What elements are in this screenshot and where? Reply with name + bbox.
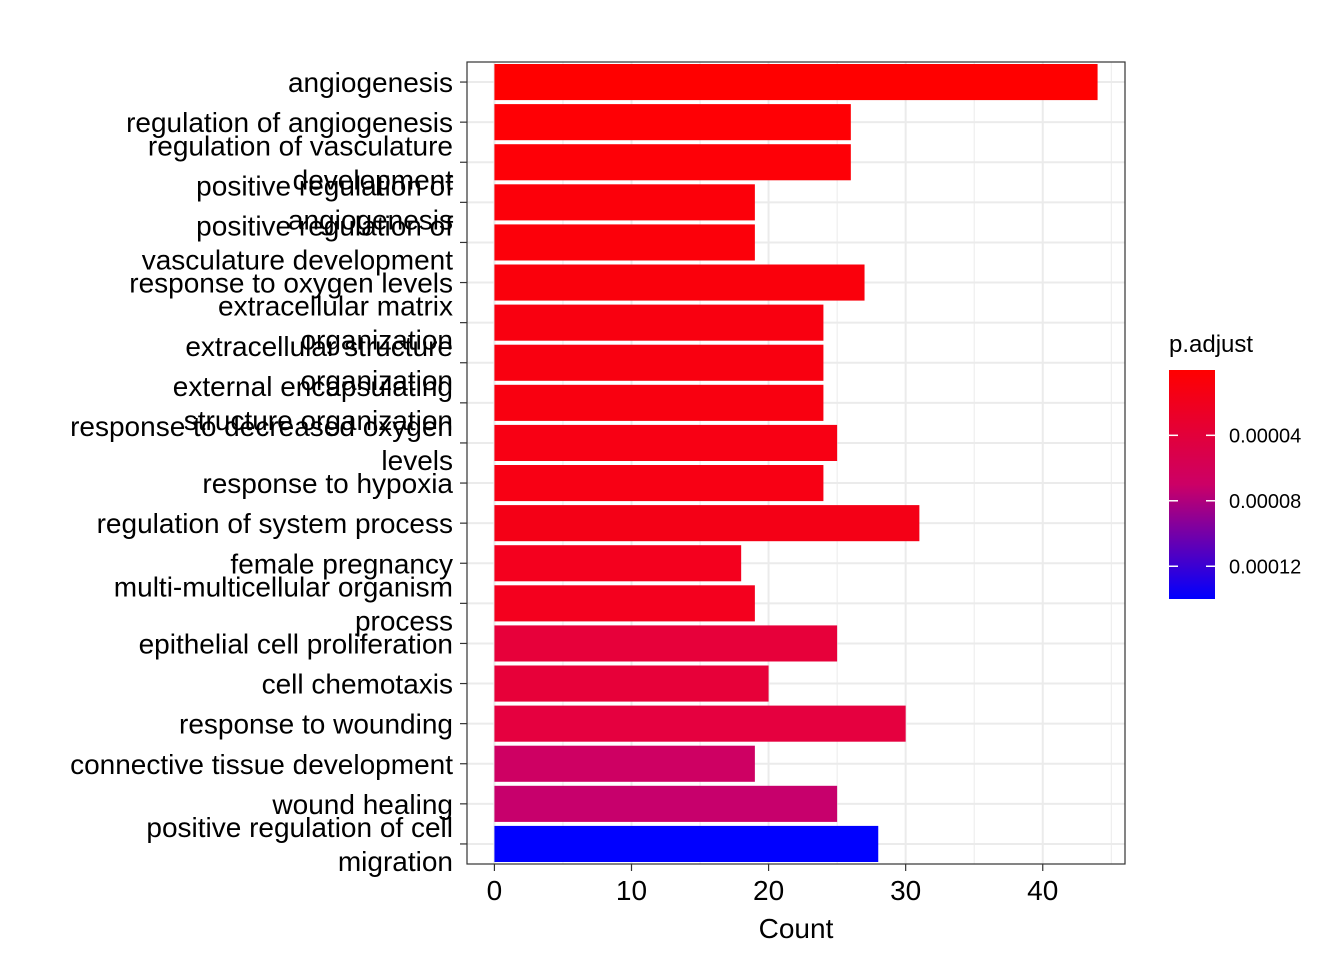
- bar: [494, 465, 824, 502]
- y-tick-label: epithelial cell proliferation: [139, 628, 453, 659]
- x-tick-label: 20: [753, 875, 784, 906]
- y-tick-label: female pregnancy: [230, 548, 453, 579]
- y-tick-label: positive regulation of cell migration: [146, 812, 453, 877]
- x-axis-title: Count: [759, 913, 834, 944]
- bar: [494, 625, 838, 662]
- legend-tick-label: 0.00004: [1229, 425, 1301, 447]
- x-tick-label: 40: [1027, 875, 1058, 906]
- legend-tick-label: 0.00012: [1229, 556, 1301, 578]
- y-tick-label: regulation of vasculature development: [148, 130, 453, 195]
- y-tick-label: response to hypoxia: [202, 468, 453, 499]
- bar: [494, 104, 851, 141]
- y-tick-label: extracellular structure organization: [185, 331, 453, 396]
- y-tick-label: external encapsulating structure organiza…: [173, 371, 453, 436]
- bar: [494, 785, 838, 822]
- bar: [494, 505, 920, 542]
- y-tick-label: regulation of system process: [97, 508, 453, 539]
- y-tick-label: response to decreased oxygen levels: [70, 411, 453, 476]
- bar: [494, 184, 755, 221]
- legend-tick-label: 0.00008: [1229, 491, 1301, 513]
- bar: [494, 344, 824, 381]
- y-tick-label: positive regulation of angiogenesis: [196, 170, 453, 235]
- y-tick-label: extracellular matrix organization: [218, 291, 453, 356]
- bar: [494, 224, 755, 261]
- legend-title: p.adjust: [1169, 331, 1253, 358]
- x-tick-label: 30: [890, 875, 921, 906]
- x-tick-label: 0: [487, 875, 503, 906]
- x-tick-label: 10: [616, 875, 647, 906]
- bars: [494, 64, 1098, 862]
- x-axis: 0 10 20 30 40: [487, 864, 1058, 906]
- bar: [494, 705, 906, 742]
- y-tick-label: angiogenesis: [288, 67, 453, 98]
- bar: [494, 144, 851, 181]
- grid-lines: [467, 62, 1125, 864]
- y-tick-label: wound healing: [271, 789, 453, 820]
- bar: [494, 304, 824, 341]
- legend-ticks: 0.00004 0.00008 0.00012: [1169, 425, 1301, 578]
- y-tick-label: response to oxygen levels: [129, 268, 453, 299]
- y-tick-label: cell chemotaxis: [262, 669, 453, 700]
- bar: [494, 825, 879, 862]
- y-tick-label: positive regulation of vasculature develo…: [142, 210, 454, 275]
- y-tick-label: multi-multicellular organism process: [114, 571, 453, 636]
- bar: [494, 745, 755, 782]
- bar: [494, 424, 838, 461]
- y-tick-label: response to wounding: [179, 709, 453, 740]
- bar: [494, 545, 742, 582]
- bar: [494, 585, 755, 622]
- y-tick-label: regulation of angiogenesis: [126, 107, 453, 138]
- legend-colorbar: [1169, 370, 1215, 599]
- bar: [494, 665, 769, 702]
- bar: [494, 64, 1098, 101]
- bar: [494, 384, 824, 421]
- bar: [494, 264, 865, 301]
- y-tick-label: connective tissue development: [70, 749, 453, 780]
- color-legend: p.adjust 0.00004 0.00008 0.00012: [1169, 331, 1301, 599]
- plot-panel-border: [466, 61, 1126, 865]
